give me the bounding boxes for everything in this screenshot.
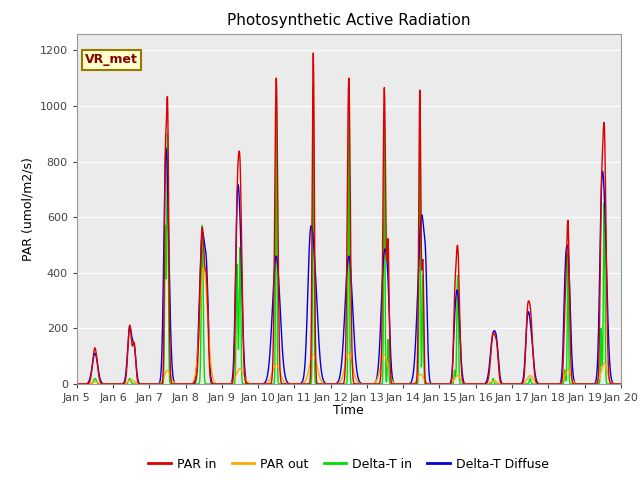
Delta-T Diffuse	[73, 381, 81, 387]
PAR out	[522, 378, 530, 384]
PAR out	[287, 381, 294, 387]
PAR in	[522, 326, 530, 332]
Legend: PAR in, PAR out, Delta-T in, Delta-T Diffuse: PAR in, PAR out, Delta-T in, Delta-T Dif…	[143, 453, 554, 476]
Delta-T Diffuse	[522, 327, 530, 333]
Delta-T Diffuse	[300, 370, 308, 375]
Delta-T in	[193, 381, 201, 387]
PAR out	[73, 381, 81, 387]
Delta-T in	[73, 381, 81, 387]
PAR in	[401, 381, 408, 387]
PAR out	[300, 380, 308, 385]
Delta-T in	[617, 381, 625, 387]
PAR out	[433, 381, 440, 387]
Delta-T in	[570, 381, 577, 387]
Delta-T Diffuse	[162, 145, 170, 151]
PAR in	[570, 381, 577, 386]
Line: Delta-T in: Delta-T in	[77, 86, 621, 384]
Delta-T in	[300, 381, 308, 387]
PAR in	[300, 381, 307, 387]
PAR in	[617, 381, 625, 387]
X-axis label: Time: Time	[333, 405, 364, 418]
Delta-T in	[310, 84, 317, 89]
PAR out	[569, 377, 577, 383]
PAR in	[433, 381, 441, 387]
Delta-T Diffuse	[617, 381, 625, 387]
PAR in	[193, 371, 201, 377]
Line: PAR in: PAR in	[77, 53, 621, 384]
Delta-T Diffuse	[194, 344, 202, 350]
Line: Delta-T Diffuse: Delta-T Diffuse	[77, 148, 621, 384]
Delta-T Diffuse	[570, 372, 577, 378]
PAR out	[200, 264, 207, 270]
Text: VR_met: VR_met	[85, 53, 138, 66]
Delta-T in	[287, 381, 294, 387]
PAR in	[287, 381, 294, 387]
Title: Photosynthetic Active Radiation: Photosynthetic Active Radiation	[227, 13, 470, 28]
Delta-T Diffuse	[145, 381, 153, 387]
Delta-T in	[291, 381, 299, 387]
PAR in	[73, 381, 81, 387]
Y-axis label: PAR (umol/m2/s): PAR (umol/m2/s)	[21, 157, 34, 261]
Delta-T Diffuse	[287, 381, 295, 387]
Delta-T in	[433, 381, 441, 387]
PAR out	[617, 381, 625, 387]
Line: PAR out: PAR out	[77, 267, 621, 384]
Delta-T Diffuse	[433, 381, 441, 387]
PAR in	[310, 50, 317, 56]
PAR out	[193, 358, 201, 364]
Delta-T in	[522, 381, 530, 387]
